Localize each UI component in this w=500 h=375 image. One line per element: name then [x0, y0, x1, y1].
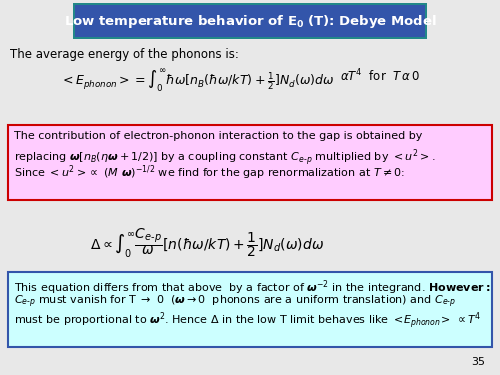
Bar — [75, 5, 425, 37]
Text: $\alpha T^4$  for  $T\,\alpha\,0$: $\alpha T^4$ for $T\,\alpha\,0$ — [340, 68, 420, 85]
Bar — [8, 272, 492, 347]
Text: $C_{e\text{-}p}$ must vanish for T $\rightarrow$ 0  ($\boldsymbol{\omega}\righta: $C_{e\text{-}p}$ must vanish for T $\rig… — [14, 294, 456, 310]
Text: must be proportional to $\boldsymbol{\omega}^2$. Hence $\Delta$ in the low T lim: must be proportional to $\boldsymbol{\om… — [14, 310, 481, 331]
Text: The contribution of electron-phonon interaction to the gap is obtained by: The contribution of electron-phonon inte… — [14, 131, 422, 141]
Text: $\Delta \propto \int_0^{\infty} \dfrac{C_{e\text{-}p}}{\omega}[n(\hbar\omega/kT): $\Delta \propto \int_0^{\infty} \dfrac{C… — [90, 227, 324, 260]
Text: $< E_{phonon} >=\int_0^{\infty} \hbar\omega[n_B(\hbar\omega/kT)+\frac{1}{2}]N_d(: $< E_{phonon} >=\int_0^{\infty} \hbar\om… — [60, 68, 334, 95]
Bar — [8, 125, 492, 200]
Text: Since $< u^2>\propto$ $(M\ \boldsymbol{\omega})^{-1/2}$ we find for the gap reno: Since $< u^2>\propto$ $(M\ \boldsymbol{\… — [14, 163, 405, 182]
Text: This equation differs from that above  by a factor of $\boldsymbol{\omega}^{-2}$: This equation differs from that above by… — [14, 278, 490, 297]
Text: 35: 35 — [471, 357, 485, 367]
Bar — [73, 3, 427, 39]
Text: Low temperature behavior of $\mathbf{E_0}$ (T): Debye Model: Low temperature behavior of $\mathbf{E_0… — [64, 12, 436, 30]
Text: replacing $\boldsymbol{\omega}[n_B(\eta\boldsymbol{\omega}+ 1/2)]$ by a coupling: replacing $\boldsymbol{\omega}[n_B(\eta\… — [14, 147, 436, 168]
Text: The average energy of the phonons is:: The average energy of the phonons is: — [10, 48, 239, 61]
